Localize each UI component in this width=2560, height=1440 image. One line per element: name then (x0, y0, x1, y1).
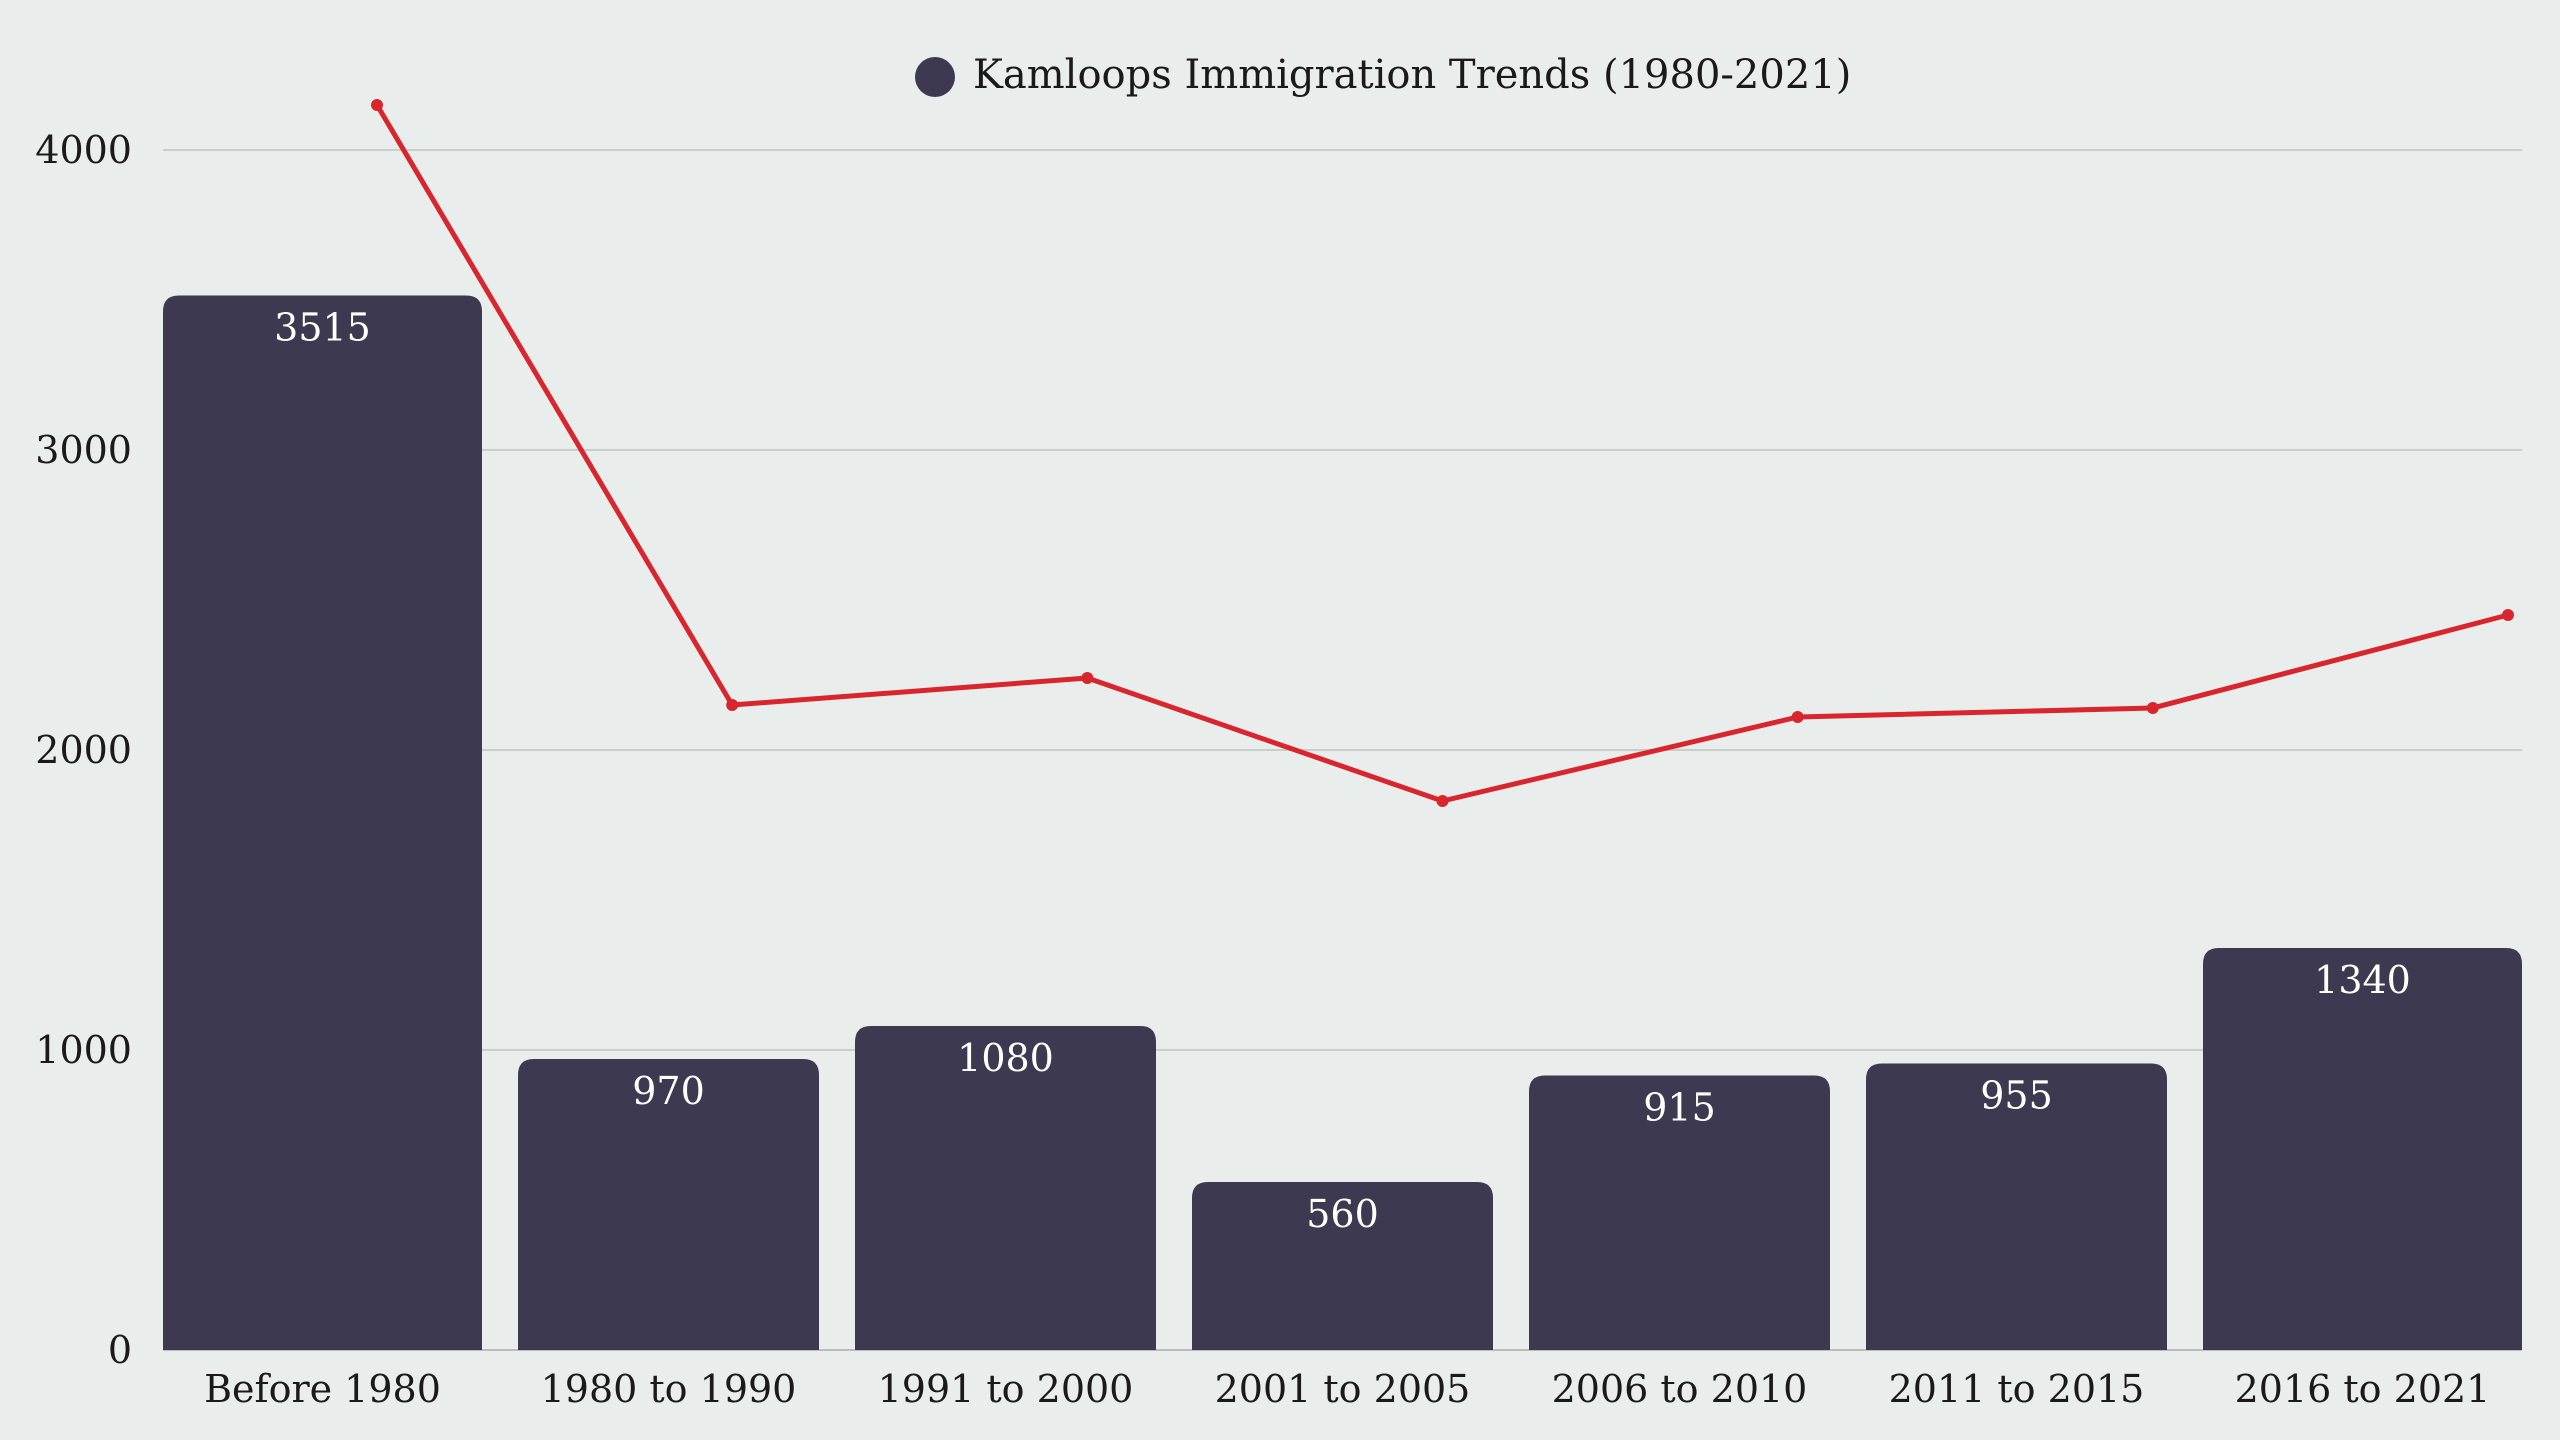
bars: 3515 970 1080 560 915 955 1340 (163, 295, 2522, 1350)
bar-data-label: 915 (1643, 1086, 1716, 1130)
legend-swatch-icon (915, 57, 955, 97)
bar-data-label: 560 (1306, 1192, 1379, 1236)
y-tick-label: 0 (108, 1328, 132, 1372)
bar-data-label: 1080 (957, 1036, 1054, 1080)
bar-data-label: 955 (1980, 1074, 2053, 1118)
bar (855, 1026, 1156, 1350)
x-tick-label: 1991 to 2000 (878, 1367, 1134, 1411)
x-axis: Before 1980 1980 to 1990 1991 to 2000 2001 … (204, 1367, 2490, 1411)
line-point (1081, 672, 1094, 684)
y-axis: 0 1000 2000 3000 4000 (35, 128, 132, 1372)
x-tick-label: 2016 to 2021 (2235, 1367, 2491, 1411)
bar (1529, 1075, 1830, 1350)
trend-line (374, 103, 2509, 804)
legend-label: Kamloops Immigration Trends (1980-2021) (973, 52, 1851, 98)
bar (1192, 1182, 1493, 1350)
bar (163, 295, 482, 1350)
line-point (1436, 795, 1449, 807)
y-tick-label: 1000 (35, 1028, 132, 1072)
bar (2203, 948, 2522, 1350)
line-point (2502, 609, 2514, 621)
trend-line-series (371, 99, 2514, 807)
y-tick-label: 2000 (35, 728, 132, 772)
x-tick-label: 2006 to 2010 (1552, 1367, 1808, 1411)
line-point (726, 699, 739, 711)
line-point (1791, 711, 1804, 723)
x-tick-label: 2001 to 2005 (1215, 1367, 1471, 1411)
y-tick-label: 3000 (35, 428, 132, 472)
bar (1866, 1063, 2167, 1350)
bar-data-label: 970 (632, 1069, 705, 1113)
x-tick-label: 2011 to 2015 (1889, 1367, 2145, 1411)
bar (518, 1059, 819, 1350)
x-tick-label: 1980 to 1990 (541, 1367, 797, 1411)
bar-data-label: 1340 (2314, 958, 2411, 1002)
gridlines (163, 149, 2522, 1351)
legend: Kamloops Immigration Trends (1980-2021) (915, 52, 1851, 98)
line-point (371, 99, 383, 111)
y-tick-label: 4000 (35, 128, 132, 172)
line-point (2146, 702, 2159, 714)
bar-data-label: 3515 (274, 306, 371, 350)
x-tick-label: Before 1980 (204, 1367, 441, 1411)
